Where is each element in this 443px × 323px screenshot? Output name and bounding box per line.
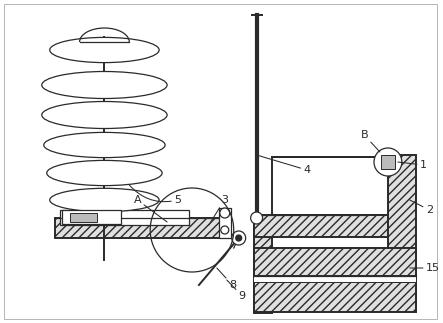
- Circle shape: [232, 231, 246, 245]
- Bar: [62, 210, 121, 224]
- Text: 1: 1: [398, 160, 427, 170]
- Ellipse shape: [50, 188, 159, 212]
- Bar: [254, 248, 416, 276]
- Bar: [70, 213, 97, 222]
- Bar: [254, 215, 413, 237]
- Text: 2: 2: [410, 200, 433, 215]
- Text: 3: 3: [209, 195, 228, 225]
- Text: 5: 5: [129, 185, 181, 205]
- Ellipse shape: [47, 161, 162, 186]
- Bar: [254, 218, 272, 313]
- Ellipse shape: [42, 101, 167, 129]
- Circle shape: [221, 226, 229, 234]
- Text: 15: 15: [410, 263, 440, 273]
- Bar: [272, 157, 388, 215]
- Text: 9: 9: [227, 280, 246, 301]
- Bar: [219, 208, 231, 238]
- Bar: [254, 276, 416, 282]
- Circle shape: [220, 208, 230, 218]
- Circle shape: [236, 235, 242, 241]
- Bar: [254, 282, 416, 312]
- Bar: [54, 218, 226, 238]
- Circle shape: [251, 212, 263, 224]
- Circle shape: [374, 148, 402, 176]
- Ellipse shape: [44, 132, 165, 158]
- Ellipse shape: [42, 71, 167, 99]
- Text: A: A: [134, 195, 167, 222]
- Text: 4: 4: [256, 155, 311, 175]
- Bar: [381, 155, 395, 169]
- Bar: [388, 155, 416, 310]
- Text: B: B: [361, 130, 380, 152]
- Bar: [60, 210, 189, 225]
- Text: 8: 8: [217, 268, 236, 290]
- Ellipse shape: [50, 37, 159, 63]
